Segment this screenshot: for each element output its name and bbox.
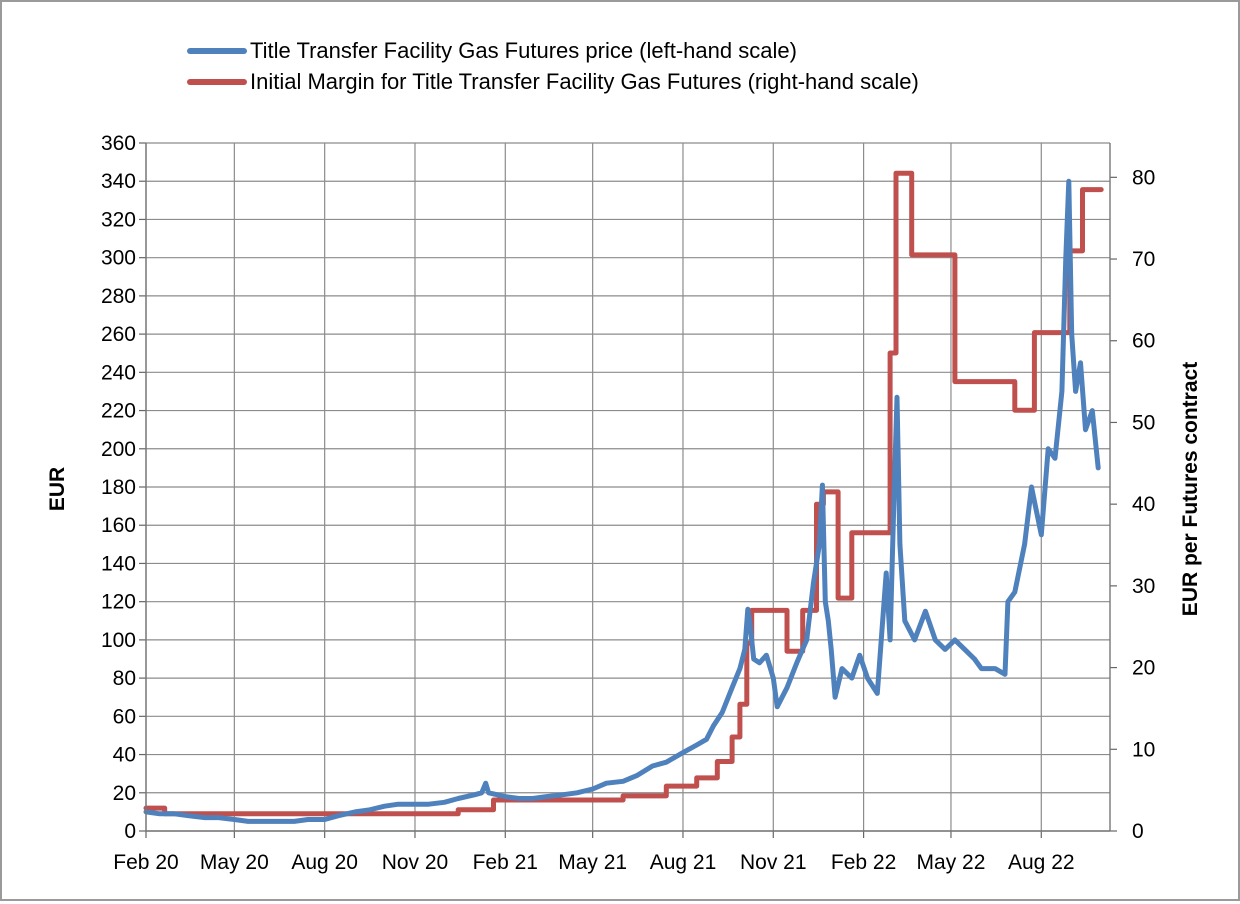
- left-tick-label: 200: [101, 438, 136, 461]
- series-lines: [143, 170, 1104, 824]
- left-tick-label: 300: [101, 247, 136, 270]
- x-tick-label: May 20: [200, 851, 269, 874]
- right-tick-label: 20: [1132, 657, 1155, 680]
- x-tick-label: Aug 20: [291, 851, 358, 874]
- left-tick-label: 260: [101, 323, 136, 346]
- x-tick-label: Nov 20: [382, 851, 449, 874]
- legend: Title Transfer Facility Gas Futures pric…: [187, 38, 919, 94]
- left-tick-label: 240: [101, 361, 136, 384]
- x-tick-label: Feb 22: [831, 851, 896, 874]
- right-tick-label: 30: [1132, 575, 1155, 598]
- right-tick-label: 50: [1132, 411, 1155, 434]
- x-tick-label: May 21: [558, 851, 627, 874]
- gas-price-line: [143, 178, 1101, 824]
- x-tick-label: Aug 22: [1008, 851, 1075, 874]
- left-tick-label: 180: [101, 476, 136, 499]
- left-tick-label: 340: [101, 170, 136, 193]
- right-tick-label: 40: [1132, 493, 1155, 516]
- left-tick-label: 40: [113, 744, 136, 767]
- left-tick-label: 100: [101, 629, 136, 652]
- x-tick-label: Aug 21: [650, 851, 717, 874]
- left-tick-label: 140: [101, 552, 136, 575]
- right-tick-label: 10: [1132, 738, 1155, 761]
- gridlines: [145, 142, 1110, 832]
- left-tick-label: 220: [101, 400, 136, 423]
- right-tick-label: 0: [1132, 820, 1144, 843]
- right-tick-label: 80: [1132, 166, 1155, 189]
- x-tick-label: Nov 21: [740, 851, 807, 874]
- left-tick-label: 20: [113, 782, 136, 805]
- left-axis-title: EUR: [46, 467, 69, 511]
- left-tick-label: 60: [113, 705, 136, 728]
- initial-margin-line: [143, 170, 1104, 817]
- left-tick-label: 360: [101, 132, 136, 155]
- x-tick-label: Feb 20: [113, 851, 178, 874]
- x-tick-label: May 22: [917, 851, 986, 874]
- left-tick-label: 80: [113, 667, 136, 690]
- legend-label-initial-margin: Initial Margin for Title Transfer Facili…: [250, 69, 919, 94]
- x-tick-label: Feb 21: [473, 851, 538, 874]
- right-tick-label: 70: [1132, 248, 1155, 271]
- left-tick-label: 320: [101, 208, 136, 231]
- axes: 0204060801001201401601802002202402602803…: [101, 132, 1155, 874]
- left-tick-label: 120: [101, 591, 136, 614]
- right-tick-label: 60: [1132, 330, 1155, 353]
- left-tick-label: 160: [101, 514, 136, 537]
- left-tick-label: 280: [101, 285, 136, 308]
- right-axis-title: EUR per Futures contract: [1179, 362, 1202, 616]
- left-tick-label: 0: [124, 820, 136, 843]
- legend-label-gas-price: Title Transfer Facility Gas Futures pric…: [250, 38, 797, 63]
